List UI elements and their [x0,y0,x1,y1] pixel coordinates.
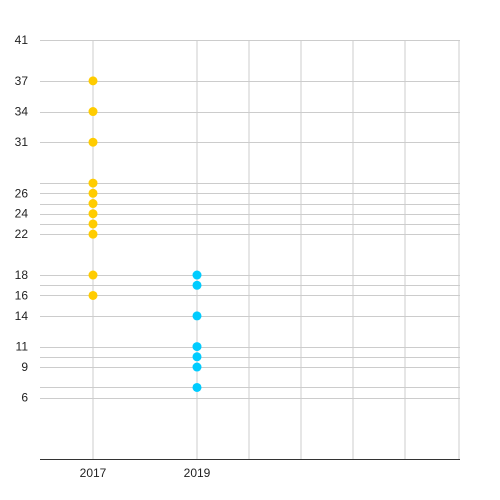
data-point [192,382,202,392]
data-point [88,76,98,86]
data-point [88,290,98,300]
y-tick-label: 11 [16,340,29,354]
x-tick-label: 2017 [80,466,107,480]
y-tick-label: 41 [15,33,29,47]
x-tick-label: 2019 [184,466,211,480]
data-point [88,199,98,209]
grid-lines [40,40,460,459]
y-tick-labels: 6 9 11 14 16 18 22 24 26 31 34 37 41 [15,33,29,405]
data-point [88,188,98,198]
y-tick-label: 6 [21,391,28,405]
y-tick-label: 24 [15,207,29,221]
data-point [88,219,98,229]
y-tick-label: 37 [15,74,29,88]
data-point [192,342,202,352]
data-point [88,178,98,188]
y-tick-label: 18 [15,268,29,282]
data-point [88,209,98,219]
y-tick-label: 26 [15,186,29,200]
y-tick-label: 9 [21,360,28,374]
data-point [88,270,98,280]
data-point [192,270,202,280]
y-tick-label: 31 [15,135,29,149]
data-point [88,107,98,117]
data-point [192,280,202,290]
x-tick-labels: 2017 2019 [80,466,211,480]
data-point [192,362,202,372]
y-tick-label: 34 [15,105,29,119]
y-tick-label: 14 [15,309,29,323]
data-point [88,137,98,147]
y-tick-label: 16 [15,288,29,302]
data-point [192,352,202,362]
data-point [192,311,202,321]
y-tick-label: 22 [15,227,29,241]
data-points [88,76,202,392]
data-point [88,229,98,239]
